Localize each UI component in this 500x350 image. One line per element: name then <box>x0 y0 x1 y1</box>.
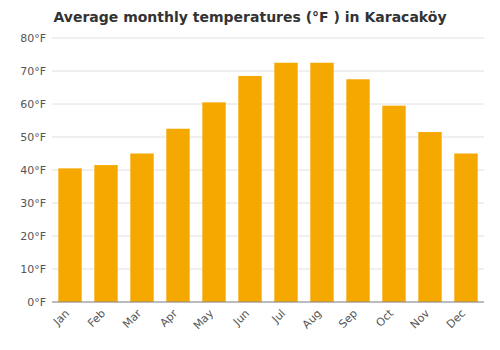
x-tick-label: Jan <box>50 307 72 329</box>
title: Average monthly temperatures (°F ) in Ka… <box>53 9 446 25</box>
bar <box>418 132 441 302</box>
grid-line <box>52 38 484 39</box>
grid <box>52 38 484 302</box>
x-tick-label: Dec <box>444 307 468 331</box>
x-axis-line <box>52 302 484 303</box>
y-tick-label: 20°F <box>20 230 46 243</box>
bar <box>382 106 405 302</box>
bar <box>346 79 369 302</box>
chart-container: Average monthly temperatures (°F ) in Ka… <box>0 0 500 350</box>
x-tick-label: Aug <box>300 307 324 331</box>
bar <box>130 154 153 303</box>
bar <box>238 76 261 302</box>
x-tick-label: Feb <box>85 307 108 330</box>
y-tick-label: 10°F <box>20 263 46 276</box>
bar <box>166 129 189 302</box>
bars <box>58 63 477 302</box>
x-tick-label: Apr <box>157 307 180 330</box>
x-tick-label: Jun <box>230 307 252 329</box>
x-tick-label: May <box>191 307 217 333</box>
x-axis: Jan Feb Mar Apr May Jun Jul Aug Sep Oct Nov Dec <box>50 306 468 332</box>
y-tick-label: 80°F <box>20 32 46 45</box>
y-tick-label: 40°F <box>20 164 46 177</box>
x-tick-label: Sep <box>336 307 360 331</box>
grid-line <box>52 71 484 72</box>
y-tick-label: 30°F <box>20 197 46 210</box>
bar <box>94 165 117 302</box>
x-tick-label: Oct <box>373 306 396 329</box>
grid-line <box>52 104 484 105</box>
x-tick-label: Nov <box>408 307 433 332</box>
y-tick-label: 0°F <box>27 296 46 309</box>
grid-line <box>52 302 484 303</box>
bar <box>58 168 81 302</box>
bar <box>274 63 297 302</box>
bar <box>310 63 333 302</box>
x-tick-label: Mar <box>120 307 144 331</box>
y-tick-label: 60°F <box>20 98 46 111</box>
bar <box>202 102 225 302</box>
x-tick-label: Jul <box>269 307 288 326</box>
bar <box>454 154 477 303</box>
chart: Average monthly temperatures (°F ) in Ka… <box>0 0 500 350</box>
y-tick-label: 70°F <box>20 65 46 78</box>
y-tick-label: 50°F <box>20 131 46 144</box>
y-axis: 0°F 10°F 20°F 30°F 40°F 50°F 60°F 70°F 80°F <box>20 32 46 309</box>
